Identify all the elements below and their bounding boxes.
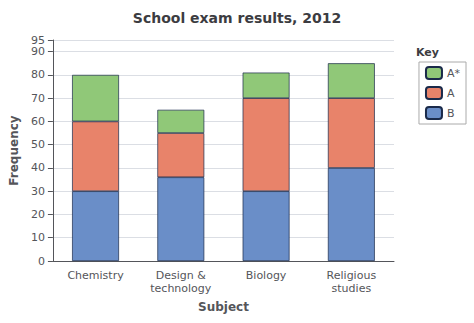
svg-text:studies: studies: [332, 282, 372, 295]
svg-text:Frequency: Frequency: [7, 115, 21, 185]
svg-text:A: A: [447, 87, 455, 100]
svg-text:60: 60: [31, 115, 45, 128]
svg-text:10: 10: [31, 231, 45, 244]
svg-text:technology: technology: [150, 282, 212, 295]
svg-text:Biology: Biology: [246, 269, 287, 282]
svg-text:Key: Key: [416, 46, 439, 59]
svg-text:70: 70: [31, 92, 45, 105]
svg-text:50: 50: [31, 138, 45, 151]
svg-text:School exam results, 2012: School exam results, 2012: [133, 10, 341, 26]
svg-text:90: 90: [31, 45, 45, 58]
svg-text:Design &: Design &: [156, 269, 206, 282]
svg-text:20: 20: [31, 208, 45, 221]
svg-text:30: 30: [31, 185, 45, 198]
svg-text:80: 80: [31, 68, 45, 81]
svg-text:A*: A*: [447, 67, 461, 80]
svg-text:B: B: [447, 107, 455, 120]
svg-text:Subject: Subject: [198, 300, 249, 314]
svg-text:95: 95: [31, 34, 45, 47]
svg-text:Chemistry: Chemistry: [67, 269, 124, 282]
svg-text:Religious: Religious: [327, 269, 377, 282]
svg-text:0: 0: [38, 255, 45, 268]
svg-text:40: 40: [31, 161, 45, 174]
